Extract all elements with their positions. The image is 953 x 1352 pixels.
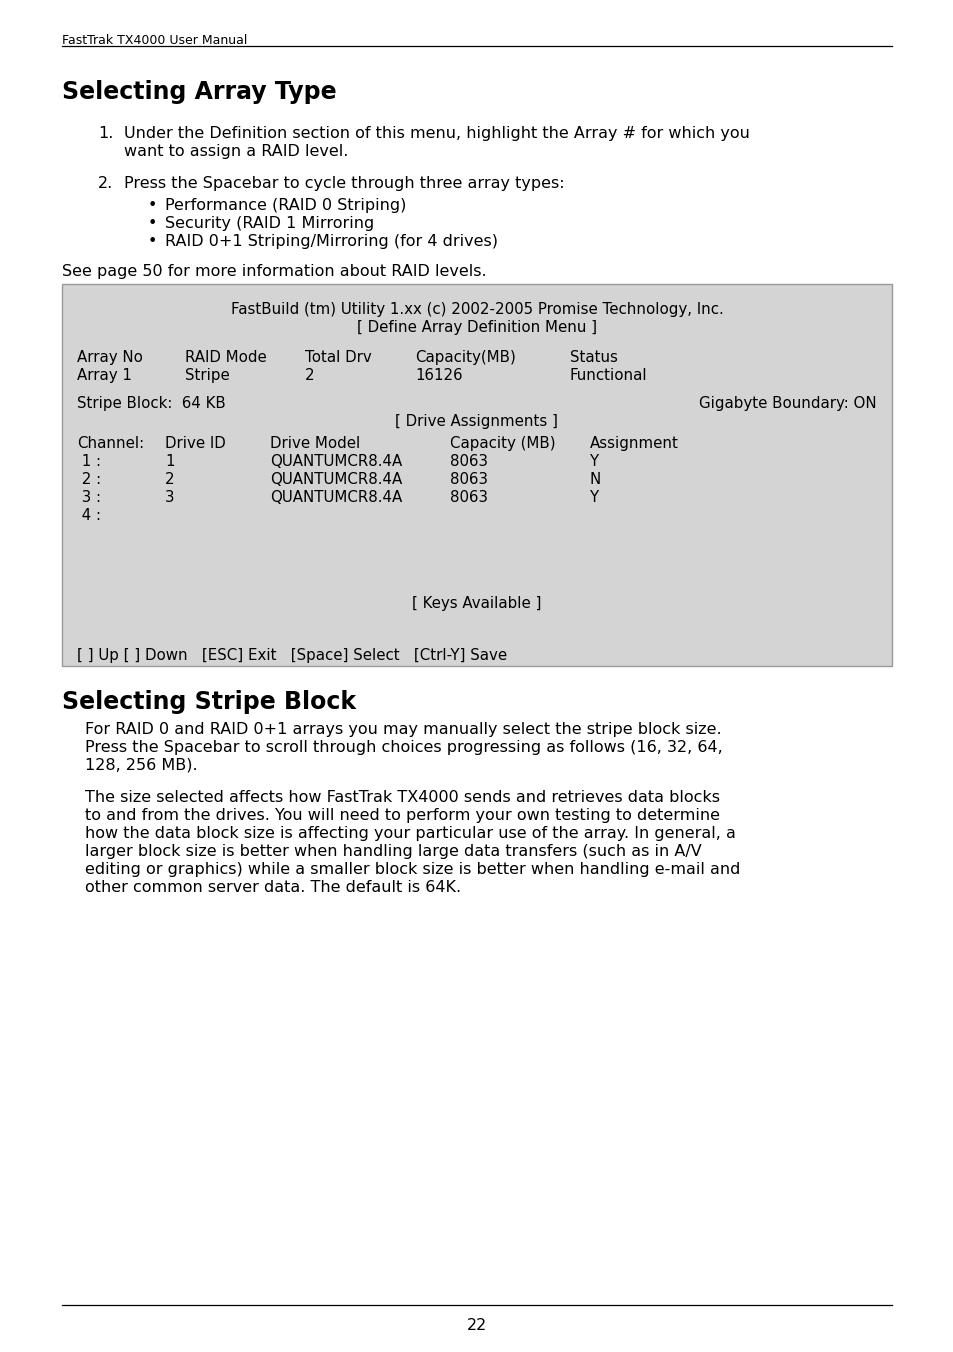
Text: For RAID 0 and RAID 0+1 arrays you may manually select the stripe block size.: For RAID 0 and RAID 0+1 arrays you may m… [85,722,720,737]
Text: Functional: Functional [569,368,647,383]
Text: 1: 1 [165,454,174,469]
Text: FastTrak TX4000 User Manual: FastTrak TX4000 User Manual [62,34,247,47]
Text: 1.: 1. [98,126,113,141]
Text: Array 1: Array 1 [77,368,132,383]
Text: 128, 256 MB).: 128, 256 MB). [85,758,197,773]
Text: Press the Spacebar to cycle through three array types:: Press the Spacebar to cycle through thre… [124,176,564,191]
Text: Total Drv: Total Drv [305,350,372,365]
Text: •: • [148,234,157,249]
Text: QUANTUMCR8.4A: QUANTUMCR8.4A [270,472,402,487]
Text: 8063: 8063 [450,489,488,506]
Text: Capacity(MB): Capacity(MB) [415,350,516,365]
Text: Stripe: Stripe [185,368,230,383]
Text: 4 :: 4 : [77,508,101,523]
Text: Assignment: Assignment [589,435,679,452]
Text: Drive Model: Drive Model [270,435,360,452]
Text: [ Drive Assignments ]: [ Drive Assignments ] [395,414,558,429]
Text: want to assign a RAID level.: want to assign a RAID level. [124,145,348,160]
Text: [ ] Up [ ] Down   [ESC] Exit   [Space] Select   [Ctrl-Y] Save: [ ] Up [ ] Down [ESC] Exit [Space] Selec… [77,648,507,662]
Text: to and from the drives. You will need to perform your own testing to determine: to and from the drives. You will need to… [85,808,720,823]
Text: Security (RAID 1 Mirroring: Security (RAID 1 Mirroring [165,216,374,231]
Text: N: N [589,472,600,487]
Text: Under the Definition section of this menu, highlight the Array # for which you: Under the Definition section of this men… [124,126,749,141]
Text: See page 50 for more information about RAID levels.: See page 50 for more information about R… [62,264,486,279]
Text: larger block size is better when handling large data transfers (such as in A/V: larger block size is better when handlin… [85,844,701,859]
Text: •: • [148,216,157,231]
Text: Gigabyte Boundary: ON: Gigabyte Boundary: ON [699,396,876,411]
Text: Selecting Array Type: Selecting Array Type [62,80,336,104]
Text: 16126: 16126 [415,368,462,383]
Text: Array No: Array No [77,350,143,365]
Text: Capacity (MB): Capacity (MB) [450,435,555,452]
Text: QUANTUMCR8.4A: QUANTUMCR8.4A [270,454,402,469]
Text: other common server data. The default is 64K.: other common server data. The default is… [85,880,460,895]
Text: 22: 22 [466,1318,487,1333]
Text: Y: Y [589,454,598,469]
Text: The size selected affects how FastTrak TX4000 sends and retrieves data blocks: The size selected affects how FastTrak T… [85,790,720,804]
Text: 1 :: 1 : [77,454,101,469]
Text: how the data block size is affecting your particular use of the array. In genera: how the data block size is affecting you… [85,826,735,841]
Text: Press the Spacebar to scroll through choices progressing as follows (16, 32, 64,: Press the Spacebar to scroll through cho… [85,740,722,754]
Text: Status: Status [569,350,618,365]
Text: Stripe Block:  64 KB: Stripe Block: 64 KB [77,396,226,411]
Text: •: • [148,197,157,214]
Text: [ Keys Available ]: [ Keys Available ] [412,596,541,611]
Text: 2 :: 2 : [77,472,101,487]
Text: 3 :: 3 : [77,489,101,506]
Text: [ Define Array Definition Menu ]: [ Define Array Definition Menu ] [356,320,597,335]
Text: FastBuild (tm) Utility 1.xx (c) 2002-2005 Promise Technology, Inc.: FastBuild (tm) Utility 1.xx (c) 2002-200… [231,301,722,316]
Text: RAID 0+1 Striping/Mirroring (for 4 drives): RAID 0+1 Striping/Mirroring (for 4 drive… [165,234,497,249]
FancyBboxPatch shape [62,284,891,667]
Text: 2: 2 [165,472,174,487]
Text: QUANTUMCR8.4A: QUANTUMCR8.4A [270,489,402,506]
Text: Performance (RAID 0 Striping): Performance (RAID 0 Striping) [165,197,406,214]
Text: 3: 3 [165,489,174,506]
Text: 2.: 2. [98,176,113,191]
Text: 8063: 8063 [450,454,488,469]
Text: Channel:: Channel: [77,435,144,452]
Text: 8063: 8063 [450,472,488,487]
Text: Y: Y [589,489,598,506]
Text: Drive ID: Drive ID [165,435,226,452]
Text: Selecting Stripe Block: Selecting Stripe Block [62,690,355,714]
Text: 2: 2 [305,368,314,383]
Text: RAID Mode: RAID Mode [185,350,267,365]
Text: editing or graphics) while a smaller block size is better when handling e-mail a: editing or graphics) while a smaller blo… [85,863,740,877]
